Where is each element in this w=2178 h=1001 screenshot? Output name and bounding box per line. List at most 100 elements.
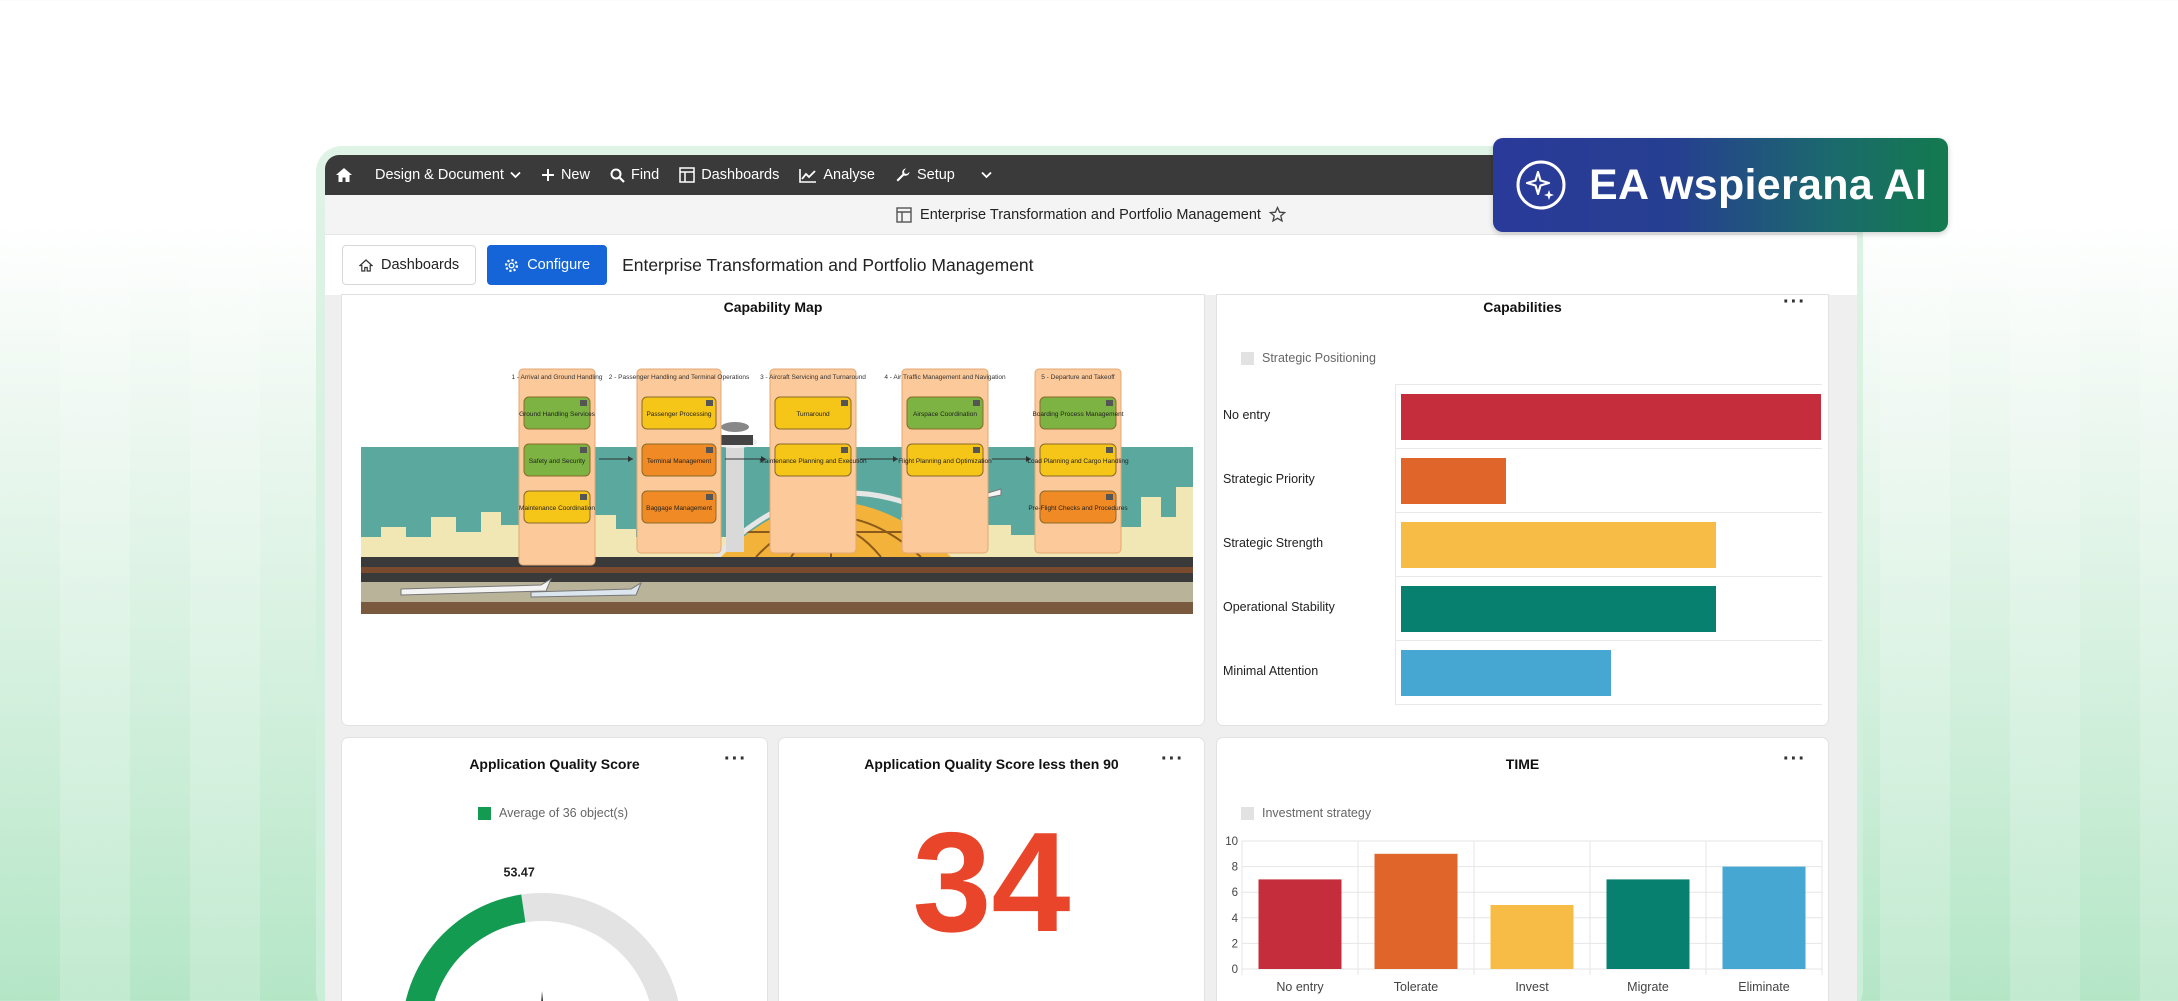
capability-category-label: No entry	[1223, 408, 1271, 422]
time-bar[interactable]	[1258, 879, 1342, 969]
quality-score-legend[interactable]: Average of 36 object(s)	[478, 806, 628, 820]
nav-new-label: New	[560, 167, 590, 183]
grid-line	[1395, 576, 1822, 577]
capability-box[interactable]: Passenger Processing	[641, 396, 717, 430]
capability-box[interactable]: Turnaround	[774, 396, 852, 430]
capabilities-legend[interactable]: Strategic Positioning	[1241, 351, 1376, 365]
capability-columns: 1 - Arrival and Ground Handling Ground Ha…	[511, 368, 1129, 566]
nav-setup[interactable]: Setup	[895, 167, 955, 183]
time-bar[interactable]	[1722, 866, 1806, 969]
time-menu-button[interactable]: ···	[1783, 748, 1806, 770]
capability-category-label: Minimal Attention	[1223, 664, 1319, 678]
y-tick-label: 0	[1232, 964, 1238, 976]
plus-icon	[541, 169, 554, 181]
dashboard-icon	[896, 206, 912, 223]
nav-setup-label: Setup	[916, 167, 955, 183]
configure-button[interactable]: Configure	[487, 245, 608, 285]
capability-column[interactable]: 2 - Passenger Handling and Terminal Oper…	[609, 368, 750, 554]
capability-box[interactable]: Terminal Management	[641, 443, 717, 477]
quality-less-90-menu-button[interactable]: ···	[1161, 748, 1184, 770]
legend-swatch	[1241, 351, 1254, 365]
capability-category-label: Strategic Strength	[1223, 536, 1324, 550]
flow-arrow	[599, 456, 633, 462]
time-legend[interactable]: Investment strategy	[1241, 806, 1371, 820]
capability-column-header: 5 - Departure and Takeoff	[1041, 374, 1115, 381]
time-legend-label: Investment strategy	[1262, 806, 1372, 820]
capability-column[interactable]: 3 - Aircraft Servicing and Turnaround Tur…	[759, 368, 867, 554]
capability-box[interactable]: Flight Planning and Optimization	[898, 443, 992, 477]
capability-box[interactable]: Baggage Management	[641, 490, 717, 524]
nav-design-document[interactable]: Design & Document	[375, 167, 521, 183]
capability-box-label: Pre-Flight Checks and Procedures	[1028, 505, 1128, 512]
capability-box[interactable]: Maintenance Planning and Execution	[759, 443, 867, 477]
nav-more[interactable]	[981, 171, 992, 179]
capability-box[interactable]: Maintenance Coordination	[519, 490, 595, 524]
capability-box[interactable]: Safety and Security	[523, 443, 591, 477]
capability-bar[interactable]	[1401, 394, 1821, 440]
quality-score-legend-label: Average of 36 object(s)	[499, 806, 629, 820]
capability-box[interactable]: Airspace Coordination	[906, 396, 984, 430]
grid-line	[1395, 384, 1822, 385]
gauge-needle	[541, 991, 543, 1001]
axis-line	[1395, 384, 1396, 704]
capability-box[interactable]: Boarding Process Management	[1032, 396, 1124, 430]
capabilities-chart: No entry Strategic Priority Strategic Stre…	[1217, 384, 1828, 705]
nav-new[interactable]: New	[541, 167, 590, 183]
nav-find[interactable]: Find	[610, 167, 659, 183]
x-tick-label: Eliminate	[1738, 980, 1789, 994]
x-tick-label: Invest	[1515, 980, 1549, 994]
capability-bar[interactable]	[1401, 650, 1611, 696]
capability-bar[interactable]	[1401, 522, 1716, 568]
capability-column[interactable]: 1 - Arrival and Ground Handling Ground Ha…	[511, 368, 603, 566]
flow-arrow	[992, 456, 1031, 462]
capability-box-label: Maintenance Planning and Execution	[759, 458, 867, 465]
gauge-value-label: 53.47	[504, 866, 535, 880]
grid-line	[1395, 640, 1822, 641]
quality-gauge: 53.4715100	[402, 866, 679, 1001]
capability-box[interactable]: Pre-Flight Checks and Procedures	[1028, 490, 1128, 524]
capability-map-panel: Capability Map	[342, 295, 1204, 725]
home-button[interactable]	[335, 167, 353, 183]
capability-category-label: Strategic Priority	[1223, 472, 1315, 486]
page-title: Enterprise Transformation and Portfolio …	[622, 254, 1034, 275]
time-bar[interactable]	[1490, 905, 1574, 969]
quality-less-90-title: Application Quality Score less then 90	[864, 756, 1119, 772]
aircraft-ground-2	[530, 581, 643, 598]
nav-dashboards-label: Dashboards	[701, 167, 780, 183]
star-icon[interactable]	[1268, 206, 1286, 223]
capability-box-label: Maintenance Coordination	[519, 505, 595, 512]
control-tower	[726, 442, 744, 552]
capability-box-label: Terminal Management	[647, 458, 712, 465]
dashboard-icon	[679, 167, 695, 183]
capability-column-header: 1 - Arrival and Ground Handling	[511, 374, 602, 381]
capability-box[interactable]: Ground Handling Services	[519, 396, 596, 430]
capabilities-title: Capabilities	[1483, 299, 1562, 315]
nav-dashboards[interactable]: Dashboards	[679, 167, 779, 183]
capability-box-label: Passenger Processing	[646, 411, 711, 418]
ai-badge-label: EA wspierana AI	[1589, 160, 1928, 209]
capability-column[interactable]: 4 - Air Traffic Management and Navigatio…	[884, 368, 1006, 554]
grid-line	[1395, 512, 1822, 513]
dashboards-button-label: Dashboards	[381, 257, 460, 273]
time-bar[interactable]	[1374, 853, 1458, 969]
x-tick-label: Migrate	[1627, 980, 1669, 994]
capability-box-label: Baggage Management	[646, 505, 712, 512]
nav-analyse[interactable]: Analyse	[799, 167, 875, 183]
time-chart: 0 2 4 6 8 10 No entry Tolerate Invest Migrate Elim…	[1225, 836, 1823, 994]
home-icon	[359, 258, 373, 272]
time-bar[interactable]	[1606, 879, 1690, 969]
y-tick-label: 10	[1225, 836, 1238, 848]
capability-box[interactable]: Load Planning and Cargo Handling	[1027, 443, 1129, 477]
legend-swatch	[1241, 806, 1254, 820]
capability-column[interactable]: 5 - Departure and Takeoff Boarding Proces…	[1027, 368, 1129, 554]
gauge-fill[interactable]	[402, 894, 526, 1001]
capability-bar[interactable]	[1401, 586, 1716, 632]
quality-less-90-panel: Application Quality Score less then 90 ·…	[779, 738, 1204, 1001]
dashboards-button[interactable]: Dashboards	[342, 245, 477, 285]
time-panel: TIME ··· Investment strategy 0 2 4 6 8 10 No e…	[1217, 738, 1828, 1001]
capability-bar[interactable]	[1401, 458, 1506, 504]
capabilities-menu-button[interactable]: ···	[1783, 291, 1806, 313]
aircraft-ground-1	[400, 577, 553, 596]
y-tick-label: 6	[1232, 887, 1238, 899]
quality-score-menu-button[interactable]: ···	[724, 748, 747, 770]
